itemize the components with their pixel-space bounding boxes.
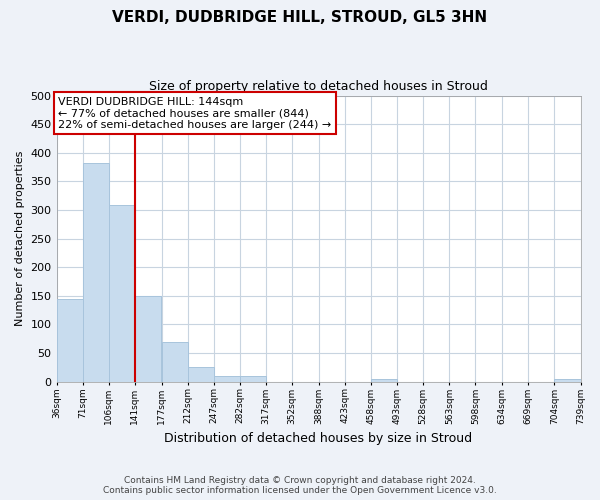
Text: VERDI DUDBRIDGE HILL: 144sqm
← 77% of detached houses are smaller (844)
22% of s: VERDI DUDBRIDGE HILL: 144sqm ← 77% of de… <box>58 96 331 130</box>
Title: Size of property relative to detached houses in Stroud: Size of property relative to detached ho… <box>149 80 488 93</box>
Y-axis label: Number of detached properties: Number of detached properties <box>15 151 25 326</box>
Bar <box>214 376 240 382</box>
Text: VERDI, DUDBRIDGE HILL, STROUD, GL5 3HN: VERDI, DUDBRIDGE HILL, STROUD, GL5 3HN <box>112 10 488 25</box>
Bar <box>135 296 161 382</box>
Bar <box>188 368 214 382</box>
Text: Contains HM Land Registry data © Crown copyright and database right 2024.
Contai: Contains HM Land Registry data © Crown c… <box>103 476 497 495</box>
Bar <box>371 379 397 382</box>
Bar <box>554 379 581 382</box>
X-axis label: Distribution of detached houses by size in Stroud: Distribution of detached houses by size … <box>164 432 473 445</box>
Bar <box>109 206 135 382</box>
Bar <box>161 342 188 382</box>
Bar <box>56 300 83 382</box>
Bar <box>83 162 109 382</box>
Bar <box>240 376 266 382</box>
